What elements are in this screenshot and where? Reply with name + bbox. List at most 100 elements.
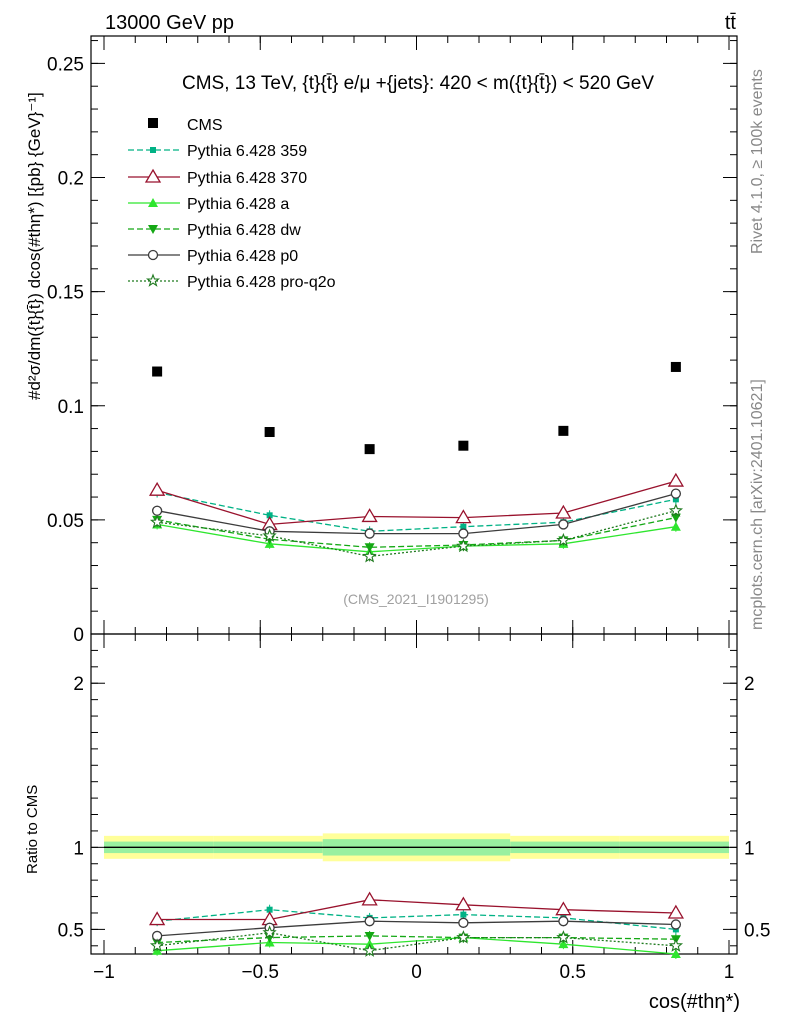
y-tick-label: 0.15 [47, 283, 84, 304]
series-2-line [156, 523, 676, 553]
legend-label-dw: Pythia 6.428 dw [187, 222, 301, 239]
ratio-tick-label-right: 0.5 [744, 920, 770, 941]
legend-label-p0: Pythia 6.428 p0 [187, 248, 298, 265]
series-3-line [156, 516, 677, 548]
cms-data-point [458, 440, 469, 451]
legend-label-a: Pythia 6.428 a [187, 196, 289, 213]
mcplots-label: mcplots.cern.ch [arXiv:2401.10621] [749, 379, 766, 630]
ratio-series-4-line [157, 920, 676, 937]
rivet-label: Rivet 4.1.0, ≥ 100k events [749, 69, 766, 254]
chart-title: CMS, 13 TeV, {t}{t̄} e/μ +{jets}: 420 < … [182, 73, 654, 94]
legend-label-370: Pythia 6.428 370 [187, 170, 307, 187]
series-3-point [364, 543, 375, 553]
series-ratio [148, 891, 685, 959]
legend-item-dw: Pythia 6.428 dw [128, 222, 301, 239]
y-tick-label: 0.1 [58, 397, 84, 418]
ratio-series-0-point [266, 906, 273, 913]
series-0-point [672, 496, 679, 503]
series-4-point [458, 528, 469, 539]
legend-label-359: Pythia 6.428 359 [187, 143, 307, 160]
legend-marker-a [148, 198, 158, 207]
cms-data-point [670, 361, 681, 372]
series-5-point [456, 538, 471, 553]
legend-item-p0: Pythia 6.428 p0 [128, 248, 298, 265]
legend-item-a: Pythia 6.428 a [128, 196, 289, 213]
series-1-line [156, 480, 677, 526]
x-tick-label: −1 [93, 962, 115, 983]
series-2-point [670, 521, 681, 531]
ratio-series-2-point [558, 939, 569, 949]
x-tick-label: −0.5 [241, 962, 279, 983]
series-1-point [361, 508, 378, 523]
ratio-series-1-line [157, 899, 676, 921]
ratio-series-1-point [361, 891, 378, 906]
ratio-series-4-point [458, 917, 469, 928]
ratio-series-2-line [157, 936, 676, 955]
series-1-point [455, 509, 472, 524]
ratio-bands [104, 833, 729, 862]
ratio-series-5-point [149, 938, 165, 952]
series-5-point [362, 548, 377, 563]
series-4-point [151, 505, 163, 516]
y-tick-label: 0 [73, 625, 84, 646]
x-axis-label: cos(#thη*) [649, 991, 740, 1013]
cms-data-point [264, 427, 275, 438]
legend-item-cms: CMS [148, 117, 223, 134]
legend-marker-359 [150, 147, 156, 153]
series-3-point [670, 513, 681, 523]
series-0-line [156, 491, 677, 532]
legend: CMS Pythia 6.428 359 Pythia 6.428 370 Py… [128, 117, 336, 291]
ratio-series-1-point [555, 901, 572, 916]
chart-watermark: (CMS_2021_I1901295) [343, 591, 489, 607]
series-0-point [266, 512, 273, 519]
ratio-series-5-point [362, 943, 377, 957]
x-tick-label: 1 [724, 962, 735, 983]
series-4-point [364, 528, 375, 539]
ratio-series-1-point [148, 911, 166, 926]
cms-data-point [558, 425, 569, 436]
x-tick-label: 0.5 [560, 962, 586, 983]
series-5-point [149, 514, 165, 529]
series-5-line [157, 510, 677, 558]
ratio-series-1-point [455, 896, 472, 911]
series-5-point [262, 528, 277, 542]
series-5-point [668, 503, 684, 517]
legend-marker-pro-q2o [145, 273, 161, 287]
header-right: tt̄ [725, 12, 737, 34]
x-tick-label: 0 [411, 962, 422, 983]
ratio-series-5-point [456, 930, 471, 944]
ratio-series-2-point [670, 949, 681, 958]
legend-item-359: Pythia 6.428 359 [128, 143, 307, 160]
legend-item-pro-q2o: Pythia 6.428 pro-q2o [128, 273, 336, 291]
ratio-series-0-point [460, 911, 467, 918]
ratio-series-5-point [262, 925, 277, 939]
ratio-tick-label: 0.5 [58, 920, 84, 941]
ratio-tick-label: 2 [73, 674, 84, 695]
series-1-point [148, 481, 166, 496]
ratio-series-0-line [157, 909, 676, 931]
y-tick-label: 0.25 [47, 54, 84, 75]
series-1-point [555, 504, 572, 519]
legend-label-cms: CMS [187, 117, 223, 134]
header-left: 13000 GeV pp [105, 12, 234, 34]
legend-label-pro-q2o: Pythia 6.428 pro-q2o [187, 274, 336, 291]
cms-data-points [152, 361, 681, 455]
y-tick-label: 0.2 [58, 169, 84, 190]
legend-marker-cms [148, 118, 158, 128]
ratio-series-5-point [668, 938, 684, 952]
ratio-series-5-line [157, 932, 676, 952]
ratio-series-1-point [667, 904, 685, 919]
ratio-series-3-line [157, 935, 676, 944]
cms-data-point [152, 366, 163, 377]
series-4-point [670, 488, 682, 499]
ratio-tick-label: 1 [73, 838, 84, 859]
cms-data-point [364, 444, 375, 455]
series-1-point [667, 472, 685, 487]
ratio-plot-frame [90, 633, 738, 955]
series-main [148, 472, 685, 563]
ratio-series-5-point [556, 930, 571, 944]
legend-marker-dw [148, 225, 158, 234]
series-4-line [156, 492, 677, 535]
ratio-series-4-point [670, 919, 682, 930]
